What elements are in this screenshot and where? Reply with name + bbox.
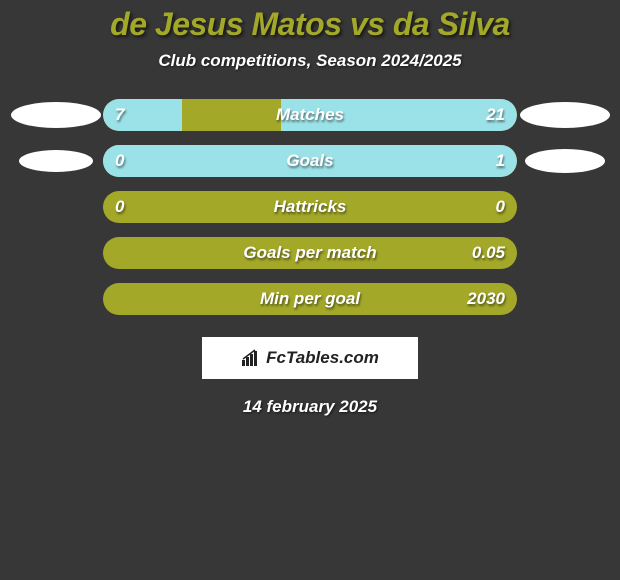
stat-bar: Min per goal2030 — [103, 283, 517, 315]
stat-bar: 0Goals1 — [103, 145, 517, 177]
stat-label: Matches — [103, 105, 517, 125]
logo-text: FcTables.com — [266, 348, 379, 368]
stat-label: Hattricks — [103, 197, 517, 217]
value-right: 2030 — [467, 289, 505, 309]
stat-bar: 7Matches21 — [103, 99, 517, 131]
player-silhouette-icon — [525, 149, 605, 173]
player-silhouette-icon — [11, 102, 101, 128]
chart-row: 0Hattricks0 — [8, 191, 612, 223]
stat-bar: 0Hattricks0 — [103, 191, 517, 223]
comparison-chart: 7Matches210Goals10Hattricks0Goals per ma… — [0, 99, 620, 315]
chart-row: 7Matches21 — [8, 99, 612, 131]
chart-row: Goals per match0.05 — [8, 237, 612, 269]
chart-icon — [241, 348, 261, 368]
avatar-left — [8, 150, 103, 172]
stat-label: Goals — [103, 151, 517, 171]
value-right: 21 — [486, 105, 505, 125]
chart-row: Min per goal2030 — [8, 283, 612, 315]
value-right: 0 — [496, 197, 505, 217]
page-subtitle: Club competitions, Season 2024/2025 — [0, 51, 620, 71]
value-right: 0.05 — [472, 243, 505, 263]
stat-label: Goals per match — [103, 243, 517, 263]
page-title: de Jesus Matos vs da Silva — [0, 0, 620, 43]
chart-row: 0Goals1 — [8, 145, 612, 177]
player-silhouette-icon — [520, 102, 610, 128]
site-logo: FcTables.com — [202, 337, 418, 379]
date-text: 14 february 2025 — [0, 397, 620, 417]
player-silhouette-icon — [19, 150, 93, 172]
value-right: 1 — [496, 151, 505, 171]
avatar-right — [517, 102, 612, 128]
avatar-left — [8, 102, 103, 128]
stat-bar: Goals per match0.05 — [103, 237, 517, 269]
stat-label: Min per goal — [103, 289, 517, 309]
avatar-right — [517, 149, 612, 173]
